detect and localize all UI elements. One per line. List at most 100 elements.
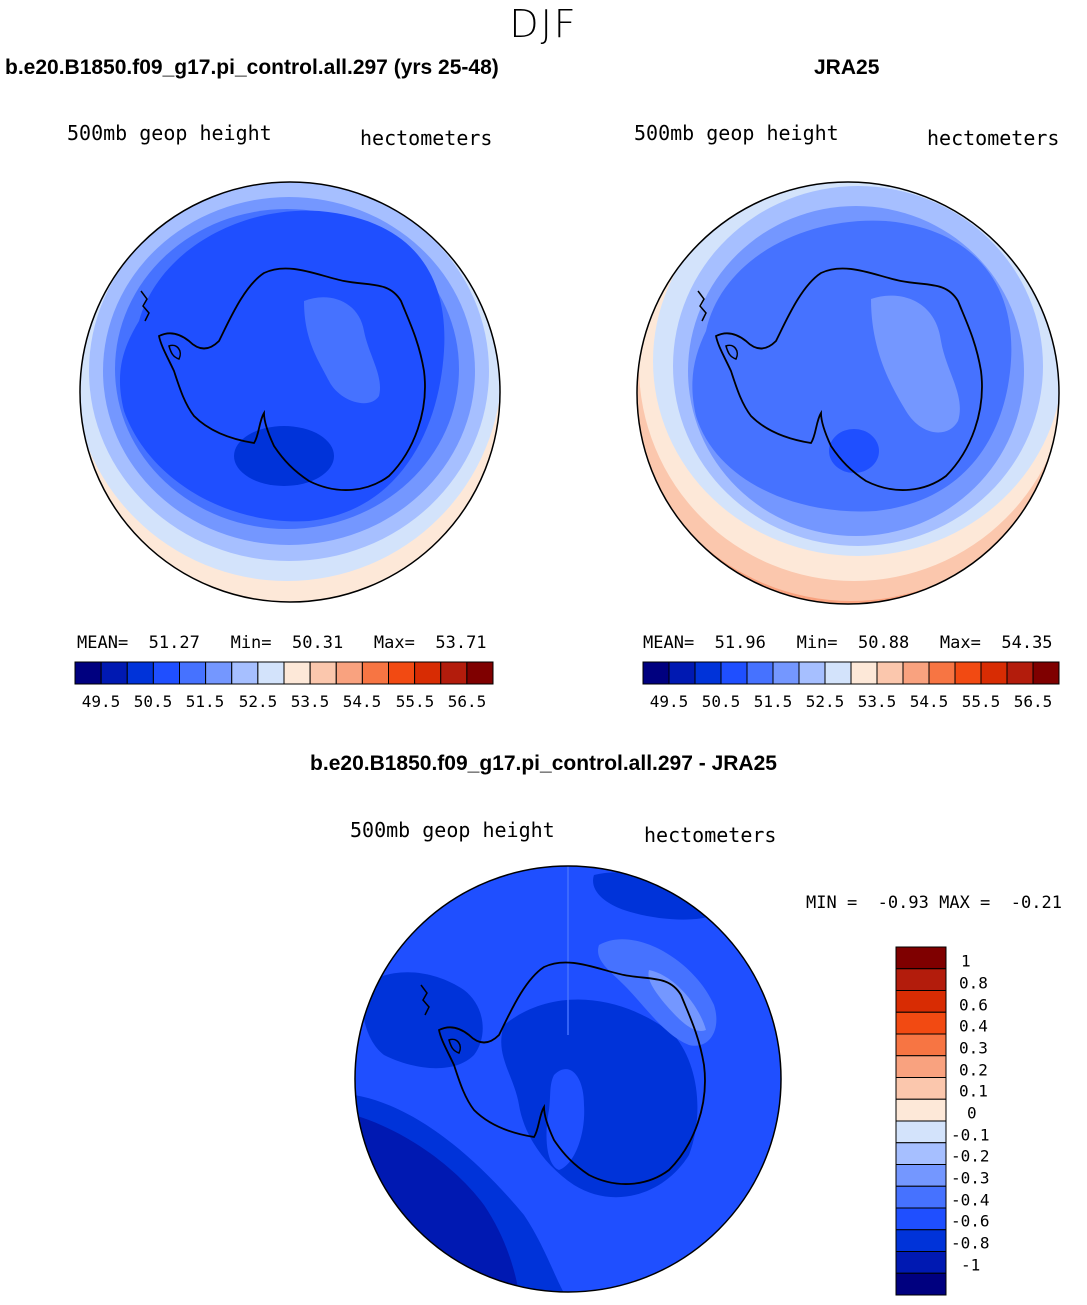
diff-colorbar-swatch xyxy=(895,1229,947,1252)
obs-tick-label: 50.5 xyxy=(701,692,741,711)
diff-colorbar-swatch xyxy=(895,1272,947,1296)
obs-units-label: hectometers xyxy=(927,126,1060,150)
obs-variable-label: 500mb geop height xyxy=(634,121,839,145)
diff-colorbar-swatch xyxy=(895,1207,947,1231)
diff-tick-label: 0.6 xyxy=(959,995,988,1015)
colorbar-swatch xyxy=(152,661,180,685)
diff-colorbar-swatch xyxy=(895,968,947,991)
obs-tick-label: 51.5 xyxy=(753,692,793,711)
colorbar-swatch xyxy=(309,661,337,685)
diff-colorbar-swatch xyxy=(895,1098,947,1122)
diff-stats: MIN = -0.93 MAX = -0.21 xyxy=(806,893,1062,913)
model-tick-label: 56.5 xyxy=(447,692,487,711)
obs-tick-label: 55.5 xyxy=(961,692,1001,711)
colorbar-swatch xyxy=(928,661,956,685)
model-tick-label: 51.5 xyxy=(185,692,225,711)
diff-colorbar-swatch xyxy=(895,1055,947,1078)
colorbar-swatch xyxy=(1006,661,1034,685)
colorbar-swatch xyxy=(694,661,722,685)
colorbar-swatch xyxy=(876,661,904,685)
diff-tick-label: -0.6 xyxy=(951,1211,990,1231)
colorbar-swatch xyxy=(440,661,468,685)
obs-tick-label: 49.5 xyxy=(649,692,689,711)
model-colorbar xyxy=(74,661,494,685)
obs-antarctica-coastline xyxy=(714,267,983,491)
diff-tick-label: -0.1 xyxy=(951,1125,990,1145)
colorbar-swatch xyxy=(414,661,442,685)
obs-colorbar-ticks: 49.5 50.5 51.5 52.5 53.5 54.5 55.5 56.5 xyxy=(643,692,1059,712)
model-tick-label: 54.5 xyxy=(342,692,382,711)
colorbar-swatch xyxy=(746,661,774,685)
diff-colorbar-swatch xyxy=(895,1011,947,1035)
diff-panel-title: b.e20.B1850.f09_g17.pi_control.all.297 -… xyxy=(310,752,777,775)
model-tick-label: 49.5 xyxy=(81,692,121,711)
obs-tick-label: 56.5 xyxy=(1013,692,1053,711)
colorbar-swatch xyxy=(954,661,982,685)
model-tick-label: 55.5 xyxy=(395,692,435,711)
obs-colorbar xyxy=(642,661,1060,685)
colorbar-swatch xyxy=(205,661,233,685)
obs-tick-label: 53.5 xyxy=(857,692,897,711)
colorbar-swatch xyxy=(668,661,696,685)
colorbar-swatch xyxy=(335,661,363,685)
diff-colorbar xyxy=(895,946,947,1296)
colorbar-swatch xyxy=(231,661,259,685)
diff-colorbar-swatch xyxy=(895,946,947,970)
diff-colorbar-swatch xyxy=(895,1120,947,1144)
diff-tick-label: -1 xyxy=(961,1255,981,1275)
obs-stats: MEAN= 51.96 Min= 50.88 Max= 54.35 xyxy=(643,633,1053,653)
colorbar-swatch xyxy=(179,661,207,685)
colorbar-swatch xyxy=(902,661,930,685)
colorbar-swatch xyxy=(466,661,494,685)
colorbar-swatch xyxy=(824,661,852,685)
diff-tick-label: 0.3 xyxy=(959,1038,988,1058)
diff-tick-label: 0.8 xyxy=(959,973,988,993)
colorbar-swatch xyxy=(283,661,311,685)
diff-colorbar-swatch xyxy=(895,1033,947,1057)
colorbar-swatch xyxy=(772,661,800,685)
model-tick-label: 52.5 xyxy=(238,692,278,711)
model-colorbar-ticks: 49.5 50.5 51.5 52.5 53.5 54.5 55.5 56.5 xyxy=(75,692,493,712)
model-polar-map xyxy=(79,181,501,603)
diff-tick-label: -0.8 xyxy=(951,1233,990,1253)
colorbar-swatch xyxy=(798,661,826,685)
model-antarctica-coastline xyxy=(157,267,426,491)
colorbar-swatch xyxy=(126,661,154,685)
diff-polar-map xyxy=(354,865,782,1293)
model-panel-title: b.e20.B1850.f09_g17.pi_control.all.297 (… xyxy=(5,56,499,79)
model-units-label: hectometers xyxy=(360,126,493,150)
colorbar-swatch xyxy=(361,661,389,685)
diff-variable-label: 500mb geop height xyxy=(350,818,555,842)
diff-colorbar-swatch xyxy=(895,1251,947,1274)
colorbar-swatch xyxy=(720,661,748,685)
diff-tick-label: 0 xyxy=(967,1103,977,1123)
diff-colorbar-swatch xyxy=(895,1142,947,1165)
colorbar-swatch xyxy=(1032,661,1060,685)
diff-colorbar-swatch xyxy=(895,1185,947,1209)
colorbar-swatch xyxy=(100,661,128,685)
model-tick-label: 50.5 xyxy=(133,692,173,711)
diff-tick-label: 0.2 xyxy=(959,1060,988,1080)
colorbar-swatch xyxy=(980,661,1008,685)
diff-tick-label: -0.4 xyxy=(951,1190,990,1210)
diff-tick-label: 0.1 xyxy=(959,1081,988,1101)
diff-colorbar-swatch xyxy=(895,990,947,1013)
colorbar-swatch xyxy=(642,661,670,685)
colorbar-swatch xyxy=(388,661,416,685)
model-tick-label: 53.5 xyxy=(290,692,330,711)
diff-colorbar-ticks: 1 0.8 0.6 0.4 0.3 0.2 0.1 0 -0.1 -0.2 -0… xyxy=(951,947,1055,1295)
diff-tick-label: 1 xyxy=(961,951,971,971)
season-title: DJF xyxy=(509,2,578,46)
obs-polar-map xyxy=(636,181,1060,605)
model-stats: MEAN= 51.27 Min= 50.31 Max= 53.71 xyxy=(77,633,487,653)
diff-tick-label: -0.2 xyxy=(951,1146,990,1166)
colorbar-swatch xyxy=(74,661,102,685)
diff-colorbar-swatch xyxy=(895,1077,947,1100)
diff-tick-label: -0.3 xyxy=(951,1168,990,1188)
colorbar-swatch xyxy=(850,661,878,685)
model-variable-label: 500mb geop height xyxy=(67,121,272,145)
diff-antarctica-coastline xyxy=(437,961,706,1185)
colorbar-swatch xyxy=(257,661,285,685)
diff-tick-label: 0.4 xyxy=(959,1016,988,1036)
obs-tick-label: 54.5 xyxy=(909,692,949,711)
